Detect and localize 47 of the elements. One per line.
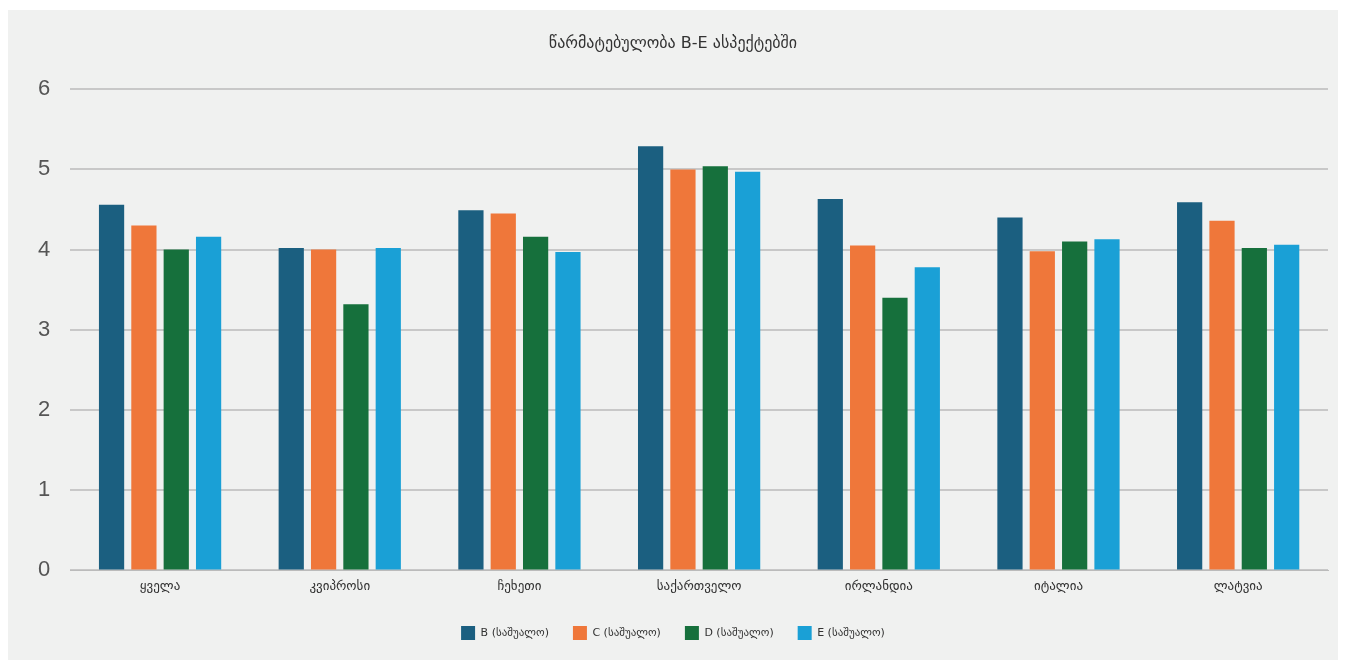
y-tick-label: 6 — [37, 75, 51, 101]
legend-label: D (საშუალო) — [704, 625, 774, 639]
x-tick-label: იტალია — [1033, 577, 1083, 593]
legend-label: B (საშუალო) — [480, 625, 549, 639]
bar — [523, 236, 549, 570]
bar — [131, 225, 157, 570]
bar — [1029, 251, 1055, 570]
bar — [1274, 244, 1300, 570]
bar — [997, 217, 1023, 570]
legend-label: C (საშუალო) — [592, 625, 661, 639]
bar — [310, 249, 337, 570]
x-tick-label: ირლანდია — [844, 577, 913, 593]
bar — [702, 166, 728, 570]
y-tick-label: 3 — [37, 315, 51, 341]
y-tick-label: 1 — [37, 476, 51, 502]
bar — [817, 199, 843, 570]
bar — [458, 210, 484, 570]
chart-title: წარმატებულობა B-E ასპექტებში — [548, 32, 798, 52]
bar — [1209, 220, 1235, 570]
bar — [637, 146, 664, 570]
bar — [163, 249, 189, 570]
x-tick-label: საქართველო — [656, 577, 742, 593]
y-tick-label: 4 — [37, 235, 51, 261]
y-tick-label: 2 — [37, 396, 51, 422]
x-tick-label: კვიპროსი — [309, 577, 371, 593]
bar — [850, 245, 876, 570]
legend-label: E (საშუალო) — [817, 625, 885, 639]
bar — [914, 267, 940, 570]
bar — [1177, 202, 1203, 570]
x-tick-label: ყველა — [139, 577, 181, 593]
bar — [1241, 248, 1267, 570]
y-tick-label: 5 — [37, 155, 51, 181]
bar — [882, 297, 908, 570]
bar — [98, 204, 125, 570]
bar — [343, 304, 369, 570]
bar — [375, 248, 401, 570]
bar — [195, 236, 222, 570]
x-tick-label: ჩეხეთი — [497, 577, 542, 593]
bar — [490, 213, 516, 570]
bar — [555, 252, 581, 570]
bar — [1062, 241, 1088, 570]
bar — [278, 248, 304, 570]
bar — [1094, 239, 1120, 570]
x-tick-label: ლატვია — [1213, 577, 1263, 593]
bar — [735, 171, 761, 570]
y-tick-label: 0 — [37, 556, 51, 582]
bar — [670, 169, 696, 570]
